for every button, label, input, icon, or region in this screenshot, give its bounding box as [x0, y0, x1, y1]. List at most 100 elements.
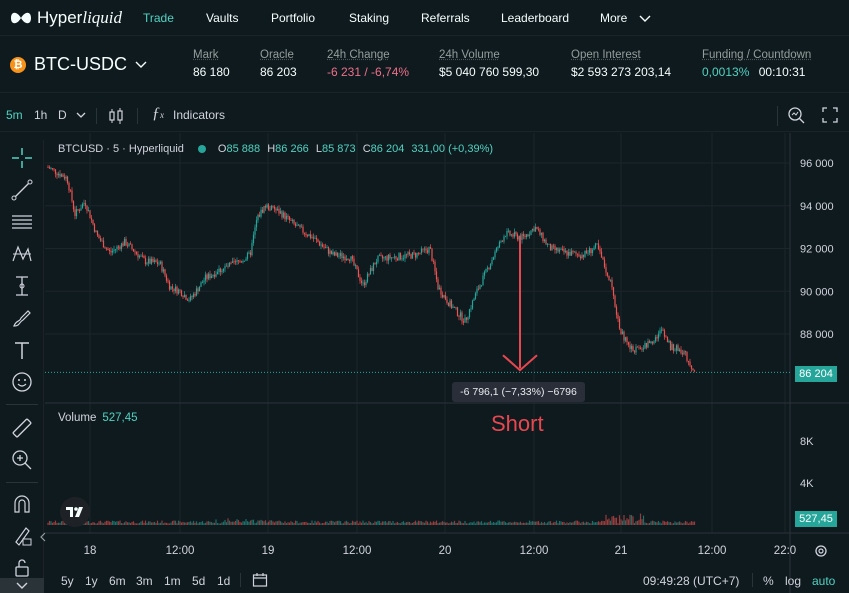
volume-bar — [125, 521, 127, 525]
volume-bar — [237, 520, 240, 525]
volume-bar — [522, 522, 525, 525]
candle-body — [548, 243, 550, 245]
volume-bar — [234, 520, 237, 525]
candle-body — [132, 248, 135, 252]
volume-bar — [182, 521, 184, 525]
logo-text: Hyperliquid — [37, 8, 123, 27]
auto-toggle[interactable]: auto — [812, 574, 836, 588]
nav-trade[interactable]: Trade — [143, 11, 174, 25]
fullscreen-icon[interactable] — [822, 107, 838, 123]
range-3m[interactable]: 3m — [136, 574, 153, 588]
candle-body — [158, 263, 160, 265]
candle-body — [522, 234, 525, 236]
candle-body — [402, 258, 405, 260]
pattern-icon[interactable] — [10, 242, 34, 266]
candle-body — [663, 330, 666, 337]
candle-body — [623, 331, 625, 341]
candle-body — [378, 255, 381, 257]
candle-body — [74, 209, 76, 217]
price-axis-label: 94 000 — [800, 201, 834, 213]
candle-body — [281, 211, 283, 218]
price-chart[interactable]: 96 000 94 000 92 000 90 000 88 000 8K 4K 18 12:0… — [45, 133, 849, 593]
lock-icon[interactable] — [10, 556, 34, 580]
calendar-range-icon[interactable] — [252, 572, 268, 588]
interval-d[interactable]: D — [58, 108, 67, 122]
candle-body — [479, 285, 481, 290]
range-1m[interactable]: 1m — [164, 574, 181, 588]
candle-body — [557, 247, 559, 252]
stat-value: -6 231 / -6,74% — [327, 65, 410, 79]
candle-body — [480, 285, 483, 287]
chevron-down-icon[interactable] — [76, 112, 86, 119]
volume-bar — [393, 523, 396, 525]
range-6m[interactable]: 6m — [109, 574, 126, 588]
volume-bar — [594, 522, 597, 525]
candle-body — [576, 253, 579, 255]
volume-bar — [566, 522, 568, 525]
logo[interactable]: Hyperliquid — [10, 8, 122, 28]
range-1d[interactable]: 1d — [217, 574, 231, 588]
volume-bar — [350, 522, 352, 525]
nav-portfolio[interactable]: Portfolio — [271, 11, 316, 25]
zoom-search-icon[interactable] — [787, 106, 805, 124]
volume-bar — [149, 521, 151, 525]
lock-drawing-icon[interactable] — [10, 524, 34, 548]
magnet-icon[interactable] — [10, 492, 34, 516]
nav-leaderboard[interactable]: Leaderboard — [501, 11, 570, 25]
range-5d[interactable]: 5d — [192, 574, 206, 588]
candle-body — [165, 275, 168, 281]
projection-icon[interactable] — [10, 274, 34, 298]
volume-bar — [119, 520, 121, 525]
pair-selector[interactable]: ₿ BTC-USDC — [10, 54, 147, 75]
zoom-in-icon[interactable] — [10, 448, 34, 472]
volume-bar — [540, 521, 543, 525]
range-5y[interactable]: 5y — [61, 574, 74, 588]
nav-more[interactable]: More — [600, 11, 651, 25]
volume-bar — [605, 514, 607, 525]
emoji-icon[interactable] — [10, 370, 34, 394]
candlestick-type-icon[interactable] — [108, 107, 124, 125]
volume-bar — [170, 522, 172, 525]
horizontal-lines-icon[interactable] — [10, 210, 34, 234]
volume-bar — [222, 521, 225, 525]
volume-bar — [573, 521, 576, 525]
text-icon[interactable] — [10, 338, 34, 362]
interval-1h[interactable]: 1h — [34, 108, 48, 122]
volume-bar — [207, 521, 210, 525]
volume-bar — [321, 523, 324, 525]
log-toggle[interactable]: log — [785, 574, 802, 588]
volume-bar — [515, 522, 517, 525]
percent-toggle[interactable]: % — [763, 574, 774, 588]
volume-bar — [482, 523, 484, 525]
indicators-button[interactable]: Indicators — [173, 108, 226, 122]
nav-staking[interactable]: Staking — [349, 11, 390, 25]
volume-bar — [389, 521, 391, 525]
collapse-toolbar-button[interactable] — [0, 578, 44, 593]
volume-bar — [657, 521, 660, 525]
range-1y[interactable]: 1y — [85, 574, 98, 588]
settings-icon[interactable] — [814, 544, 828, 558]
candle-body — [635, 346, 637, 353]
candle-body — [105, 248, 108, 250]
candle-body — [264, 206, 267, 208]
candle-body — [185, 294, 187, 300]
crosshair-icon[interactable] — [10, 146, 34, 170]
tradingview-logo[interactable] — [60, 497, 90, 527]
candle-body — [387, 254, 390, 261]
eye-dot-icon[interactable] — [197, 145, 206, 153]
stat-label: Oracle — [260, 49, 294, 61]
volume-bar — [387, 521, 390, 525]
candle-body — [648, 341, 651, 344]
utc-clock[interactable]: 09:49:28 (UTC+7) — [643, 574, 740, 588]
trend-line-icon[interactable] — [10, 178, 34, 202]
brush-icon[interactable] — [10, 306, 34, 330]
nav-vaults[interactable]: Vaults — [206, 11, 239, 25]
candle-body — [687, 360, 690, 362]
ruler-icon[interactable] — [10, 416, 34, 440]
volume-bar — [492, 522, 495, 525]
interval-5m[interactable]: 5m — [6, 108, 23, 122]
nav-referrals[interactable]: Referrals — [421, 11, 470, 25]
chevron-left-icon[interactable] — [40, 532, 46, 542]
candle-body — [563, 249, 565, 253]
volume-bar — [48, 520, 51, 525]
